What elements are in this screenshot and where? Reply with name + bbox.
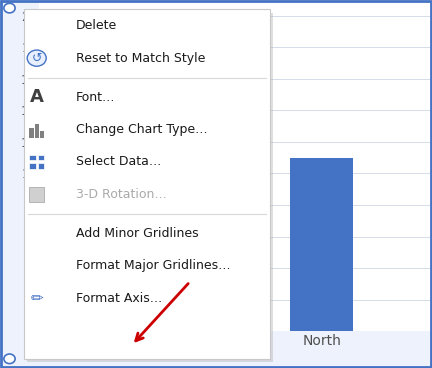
- Text: Add Minor Gridlines: Add Minor Gridlines: [76, 227, 198, 240]
- Text: 3-D Rotation…: 3-D Rotation…: [76, 188, 166, 201]
- Text: A: A: [30, 88, 44, 106]
- Text: ✏: ✏: [30, 291, 43, 305]
- Text: Format Axis…: Format Axis…: [76, 291, 162, 305]
- Text: Change Chart Type…: Change Chart Type…: [76, 123, 207, 136]
- Text: Format Major Gridlines…: Format Major Gridlines…: [76, 259, 230, 272]
- Text: ↺: ↺: [32, 52, 42, 65]
- Text: Delete: Delete: [76, 19, 117, 32]
- Text: Select Data…: Select Data…: [76, 155, 161, 169]
- Text: Font…: Font…: [76, 91, 115, 104]
- Bar: [290, 158, 353, 331]
- Bar: [114, 79, 176, 331]
- Text: Reset to Match Style: Reset to Match Style: [76, 52, 205, 65]
